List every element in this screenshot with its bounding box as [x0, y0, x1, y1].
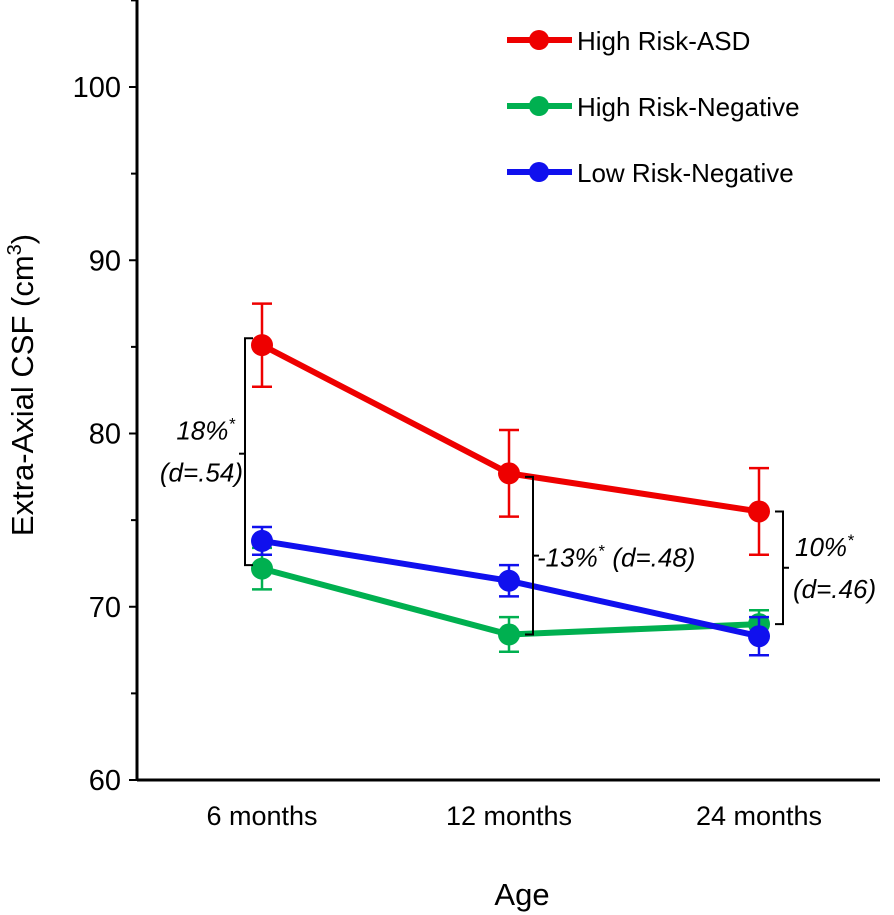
y-tick-label: 90	[89, 245, 121, 277]
difference-annotation: 18%* (d=.54)	[160, 337, 253, 567]
difference-annotation: -13%* (d=.48)	[525, 475, 695, 636]
x-tick-label: 6 months	[206, 801, 317, 831]
series-group	[251, 302, 770, 657]
legend-label: Low Risk-Negative	[577, 158, 794, 188]
y-axis-title-sup: 3	[4, 244, 26, 255]
legend-label: High Risk-ASD	[577, 26, 750, 56]
data-point	[251, 334, 273, 357]
y-tick-label: 80	[89, 419, 121, 451]
annotation-label: -13%* (d=.48)	[537, 542, 695, 573]
axes: 60 70 80 90 100 6 months 12 months 24 months	[73, 0, 880, 831]
annotations: 18%* (d=.54) -13%* (d=.48) 10%* (d=.46)	[160, 337, 876, 636]
legend-label: High Risk-Negative	[577, 92, 800, 122]
y-tick-label: 60	[89, 765, 121, 797]
bracket	[244, 337, 253, 567]
x-tick-label: 12 months	[446, 801, 572, 831]
legend-marker	[529, 96, 549, 116]
legend-item: High Risk-ASD	[507, 26, 750, 56]
data-point	[251, 529, 273, 552]
series-low-risk-negative	[251, 525, 770, 657]
difference-annotation: 10%* (d=.46)	[775, 510, 876, 626]
annotation-effect-size: (d=.54)	[160, 458, 243, 488]
data-point	[251, 557, 273, 580]
data-point	[748, 500, 770, 523]
x-tick-label: 24 months	[696, 801, 822, 831]
y-tick-label: 70	[89, 592, 121, 624]
series-high-risk-asd	[251, 302, 770, 557]
annotation-effect-size: (d=.46)	[793, 574, 876, 604]
y-tick-label: 100	[73, 72, 121, 104]
bracket	[525, 475, 534, 636]
legend-item: High Risk-Negative	[507, 92, 800, 122]
x-axis-title: Age	[494, 877, 549, 912]
data-point	[498, 462, 520, 485]
y-axis-title-close: )	[5, 234, 40, 244]
legend-marker	[529, 30, 549, 50]
legend: High Risk-ASD High Risk-Negative Low Risk-…	[507, 26, 800, 188]
bracket	[775, 510, 784, 626]
data-point	[748, 625, 770, 648]
legend-item: Low Risk-Negative	[507, 158, 794, 188]
y-axis-title-main: Extra-Axial CSF (cm	[5, 255, 40, 536]
annotation-percent: 10%*	[795, 531, 855, 562]
data-point	[498, 569, 520, 592]
data-point	[498, 623, 520, 646]
series-line	[260, 342, 760, 515]
legend-marker	[529, 162, 549, 182]
annotation-percent: 18%*	[176, 415, 236, 446]
y-axis-title: Extra-Axial CSF (cm3)	[4, 234, 40, 536]
